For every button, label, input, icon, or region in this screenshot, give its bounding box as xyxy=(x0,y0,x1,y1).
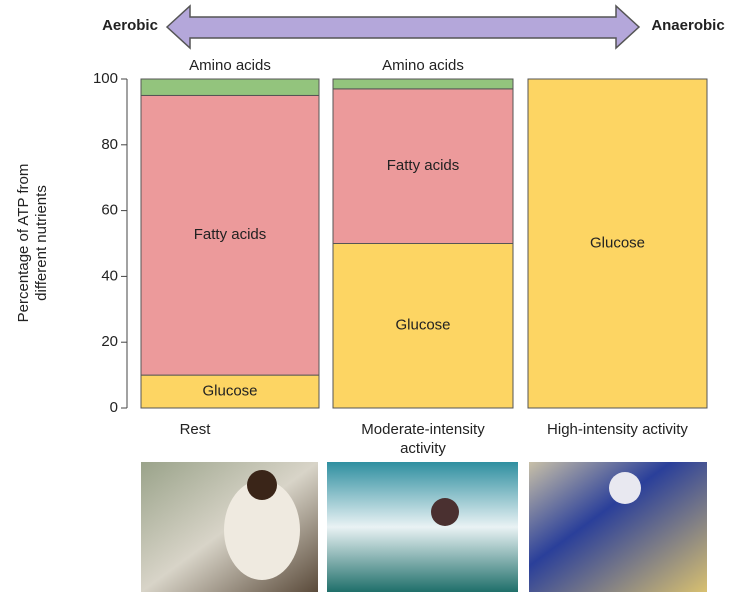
photo-person xyxy=(224,480,300,580)
photo-person xyxy=(247,470,277,500)
segment-label: Fatty acids xyxy=(387,157,460,174)
bar-segment xyxy=(140,78,320,96)
bar-segment xyxy=(140,374,320,409)
segment-label: Glucose xyxy=(395,317,450,334)
y-tick-label: 60 xyxy=(101,202,118,219)
segment-label: Glucose xyxy=(590,234,645,251)
bar-segment xyxy=(332,243,514,409)
segment-label: Amino acids xyxy=(189,57,271,74)
x-tick-label: Rest xyxy=(179,421,211,438)
bar-segment xyxy=(527,78,708,409)
aerobic-arrow xyxy=(165,4,641,50)
y-tick-label: 100 xyxy=(93,70,118,87)
y-tick-label: 40 xyxy=(101,267,118,284)
y-tick-label: 0 xyxy=(110,399,118,416)
y-axis-label: Percentage of ATP from xyxy=(15,164,32,323)
bar-segment xyxy=(332,78,514,90)
y-axis-label: different nutrients xyxy=(33,185,50,301)
x-tick-label: Moderate-intensity activity xyxy=(361,421,485,457)
bar-segment xyxy=(332,88,514,245)
arrow-label: Anaerobic xyxy=(651,17,724,34)
photo-helmet xyxy=(609,472,641,504)
segment-label: Glucose xyxy=(202,383,257,400)
segment-label: Fatty acids xyxy=(194,226,267,243)
arrow-label: Aerobic xyxy=(102,17,158,34)
x-tick-label: High-intensity activity xyxy=(547,421,688,438)
y-tick-label: 80 xyxy=(101,136,118,153)
segment-label: Amino acids xyxy=(382,57,464,74)
photo-surf xyxy=(327,462,518,592)
y-tick-label: 20 xyxy=(101,333,118,350)
photo-person xyxy=(431,498,459,526)
